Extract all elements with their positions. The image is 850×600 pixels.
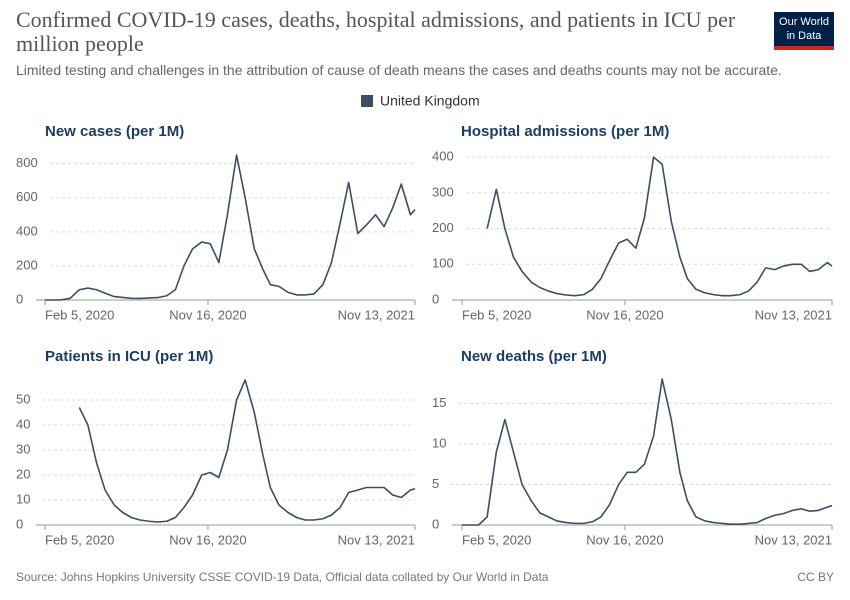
x-tick-label: Nov 13, 2021 <box>338 532 415 547</box>
source: Source: Johns Hopkins University CSSE CO… <box>16 570 549 584</box>
y-tick-label: 30 <box>16 441 30 456</box>
panel-title: New cases (per 1M) <box>45 123 184 140</box>
y-tick-label: 0 <box>16 291 23 306</box>
x-tick-label: Nov 16, 2020 <box>586 532 663 547</box>
legend-label: United Kingdom <box>380 93 480 109</box>
legend-swatch <box>361 95 373 107</box>
panel-title: New deaths (per 1M) <box>461 348 607 365</box>
panel-title: Hospital admissions (per 1M) <box>461 123 669 140</box>
x-tick-label: Nov 13, 2021 <box>755 307 832 322</box>
y-tick-label: 5 <box>432 476 439 491</box>
y-tick-label: 200 <box>432 220 454 235</box>
line <box>45 154 416 301</box>
y-tick-label: 400 <box>16 223 38 238</box>
y-tick-label: 0 <box>432 291 439 306</box>
y-tick-label: 10 <box>16 491 30 506</box>
x-tick-label: Nov 16, 2020 <box>169 532 246 547</box>
y-tick-label: 0 <box>16 516 23 531</box>
y-tick-label: 200 <box>16 257 38 272</box>
logo-bar <box>774 46 834 50</box>
y-tick-label: 15 <box>432 395 446 410</box>
x-tick-label: Nov 16, 2020 <box>586 307 663 322</box>
y-tick-label: 10 <box>432 435 446 450</box>
license: CC BY <box>797 570 834 584</box>
logo-box <box>774 12 834 50</box>
y-tick-label: 400 <box>432 149 454 164</box>
y-tick-label: 50 <box>16 391 30 406</box>
y-tick-label: 800 <box>16 155 38 170</box>
x-tick-label: Nov 16, 2020 <box>169 307 246 322</box>
line <box>78 379 416 523</box>
y-tick-label: 20 <box>16 466 30 481</box>
line <box>486 156 833 297</box>
title: Confirmed COVID-19 cases, deaths, hospit… <box>16 7 736 56</box>
x-tick-label: Nov 13, 2021 <box>338 307 415 322</box>
y-tick-label: 600 <box>16 189 38 204</box>
y-tick-label: 0 <box>432 516 439 531</box>
y-tick-label: 40 <box>16 416 30 431</box>
x-tick-label: Feb 5, 2020 <box>462 307 531 322</box>
x-tick-label: Feb 5, 2020 <box>45 532 114 547</box>
subtitle: Limited testing and challenges in the at… <box>16 62 782 78</box>
logo-text: Our World <box>779 16 829 28</box>
logo-text: in Data <box>787 30 823 42</box>
x-tick-label: Feb 5, 2020 <box>45 307 114 322</box>
y-tick-label: 100 <box>432 256 454 271</box>
y-tick-label: 300 <box>432 184 454 199</box>
x-tick-label: Nov 13, 2021 <box>755 532 832 547</box>
x-tick-label: Feb 5, 2020 <box>462 532 531 547</box>
panel-title: Patients in ICU (per 1M) <box>45 348 213 365</box>
line <box>462 378 833 526</box>
